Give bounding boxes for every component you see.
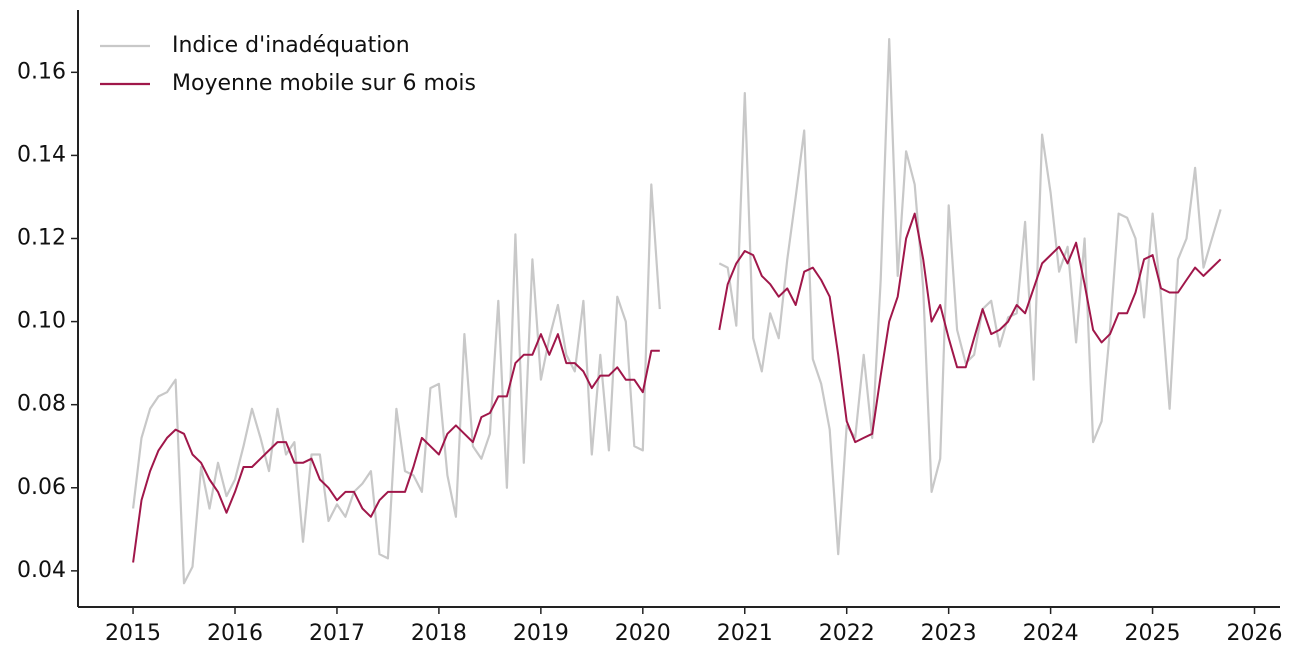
y-tick-label: 0.14	[17, 142, 66, 167]
y-tick-label: 0.04	[17, 558, 66, 583]
x-tick-label: 2023	[921, 621, 977, 646]
x-tick-label: 2026	[1227, 621, 1283, 646]
x-tick-label: 2021	[717, 621, 773, 646]
series-line	[132, 212, 1222, 563]
y-tick-label: 0.16	[17, 59, 66, 84]
x-tick-label: 2016	[207, 621, 263, 646]
y-tick-label: 0.06	[17, 475, 66, 500]
y-tick-label: 0.08	[17, 392, 66, 417]
series-line	[132, 38, 1222, 585]
x-tick-label: 2022	[819, 621, 875, 646]
y-tick-label: 0.12	[17, 225, 66, 250]
x-tick-label: 2025	[1125, 621, 1181, 646]
x-tick-label: 2020	[615, 621, 671, 646]
legend-label: Indice d'inadéquation	[172, 33, 410, 58]
y-tick-label: 0.10	[17, 309, 66, 334]
x-tick-label: 2024	[1023, 621, 1079, 646]
x-tick-label: 2017	[309, 621, 365, 646]
x-tick-label: 2018	[411, 621, 467, 646]
legend-label: Moyenne mobile sur 6 mois	[172, 71, 476, 96]
x-tick-label: 2015	[105, 621, 161, 646]
x-tick-label: 2019	[513, 621, 569, 646]
